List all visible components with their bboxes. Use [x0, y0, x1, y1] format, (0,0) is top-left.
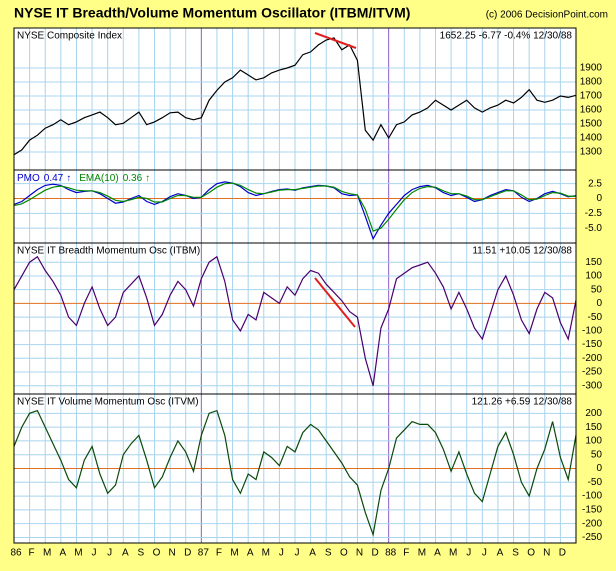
y-tick-label: 1600 — [580, 105, 603, 116]
x-tick-label: M — [449, 548, 457, 559]
y-tick-label: -250 — [582, 367, 602, 378]
trend-annotation — [314, 32, 357, 49]
y-tick-label: 150 — [585, 422, 602, 433]
y-tick-label: 150 — [585, 257, 602, 268]
x-tick-label: A — [434, 548, 441, 559]
y-tick-label: 50 — [591, 284, 603, 295]
y-tick-label: -100 — [582, 325, 602, 336]
y-tick-label: 1700 — [580, 91, 603, 102]
x-tick-label: S — [512, 548, 519, 559]
y-tick-label: 0 — [596, 463, 602, 474]
x-tick-label: N — [356, 548, 363, 559]
y-tick-label: -150 — [582, 339, 602, 350]
panel-annotation: 121.26 +6.59 12/30/88 — [472, 397, 573, 408]
series-line — [13, 37, 577, 156]
panel-annotation: 11.51 +10.05 12/30/88 — [472, 246, 572, 257]
x-tick-label: 87 — [198, 548, 210, 559]
y-tick-label: -200 — [582, 353, 602, 364]
credit: (c) 2006 DecisionPoint.com — [486, 10, 608, 21]
x-tick-label: S — [138, 548, 145, 559]
y-tick-label: 1800 — [580, 77, 603, 88]
y-tick-label: -150 — [582, 505, 602, 516]
x-tick-label: A — [122, 548, 129, 559]
legend-trend: ↑ — [145, 173, 150, 184]
legend-trend: ↑ — [66, 173, 71, 184]
page-title: NYSE IT Breadth/Volume Momentum Oscillat… — [14, 5, 410, 21]
y-tick-label: 100 — [585, 271, 602, 282]
x-tick-label: D — [184, 548, 191, 559]
x-tick-label: A — [309, 548, 316, 559]
x-tick-label: F — [216, 548, 222, 559]
x-tick-label: S — [325, 548, 332, 559]
y-tick-label: 0 — [596, 298, 602, 309]
x-tick-label: M — [418, 548, 426, 559]
y-tick-label: 100 — [585, 436, 602, 447]
x-tick-label: D — [559, 548, 566, 559]
x-tick-label: F — [403, 548, 409, 559]
y-tick-label: 50 — [591, 449, 603, 460]
x-tick-label: M — [74, 548, 82, 559]
y-tick-label: 1300 — [580, 147, 603, 158]
y-tick-label: -200 — [582, 518, 602, 529]
panel-label: NYSE IT Volume Momentum Osc (ITVM) — [17, 397, 199, 408]
x-tick-label: A — [247, 548, 254, 559]
x-tick-label: J — [466, 548, 471, 559]
panel-label: NYSE Composite Index — [17, 31, 122, 42]
x-tick-label: J — [279, 548, 284, 559]
x-tick-label: O — [340, 548, 348, 559]
x-tick-label: J — [482, 548, 487, 559]
x-tick-label: O — [153, 548, 161, 559]
x-tick-label: N — [543, 548, 550, 559]
y-tick-label: 200 — [585, 408, 602, 419]
y-tick-label: -2.5 — [585, 208, 603, 219]
legend-name: EMA(10) — [79, 173, 118, 184]
y-tick-label: 2.5 — [588, 178, 602, 189]
y-tick-label: -300 — [582, 380, 602, 391]
x-tick-label: M — [262, 548, 270, 559]
x-tick-label: M — [43, 548, 51, 559]
series-line — [13, 255, 577, 386]
x-tick-label: N — [168, 548, 175, 559]
x-tick-label: J — [295, 548, 300, 559]
x-tick-label: 88 — [385, 548, 397, 559]
x-tick-label: 86 — [10, 548, 22, 559]
legend-current: 0.36 — [123, 173, 143, 184]
y-tick-label: -50 — [588, 477, 603, 488]
x-tick-label: D — [371, 548, 378, 559]
y-tick-label: 1500 — [580, 119, 603, 130]
series-line — [13, 182, 577, 232]
x-tick-label: O — [527, 548, 535, 559]
x-tick-label: F — [29, 548, 35, 559]
x-tick-label: A — [59, 548, 66, 559]
trend-annotation — [314, 277, 356, 328]
panel-label: NYSE IT Breadth Momentum Osc (ITBM) — [17, 246, 200, 257]
x-tick-label: J — [92, 548, 97, 559]
x-tick-label: M — [230, 548, 238, 559]
x-tick-label: J — [107, 548, 112, 559]
legend: PMO 0.47 ↑ EMA(10) 0.36 ↑ — [17, 173, 150, 184]
legend-current: 0.47 — [44, 173, 64, 184]
y-tick-label: 1900 — [580, 63, 603, 74]
legend-name: PMO — [17, 173, 40, 184]
y-tick-label: -100 — [582, 491, 602, 502]
y-tick-label: 0 — [596, 193, 602, 204]
series-line — [13, 409, 577, 538]
y-tick-label: 1400 — [580, 133, 603, 144]
panel-frame — [13, 393, 577, 544]
y-tick-label: -5.0 — [585, 223, 603, 234]
y-tick-label: -50 — [588, 312, 603, 323]
y-tick-label: -250 — [582, 532, 602, 543]
x-tick-label: A — [497, 548, 504, 559]
panel-annotation: 1652.25 -6.77 -0.4% 12/30/88 — [440, 31, 573, 42]
